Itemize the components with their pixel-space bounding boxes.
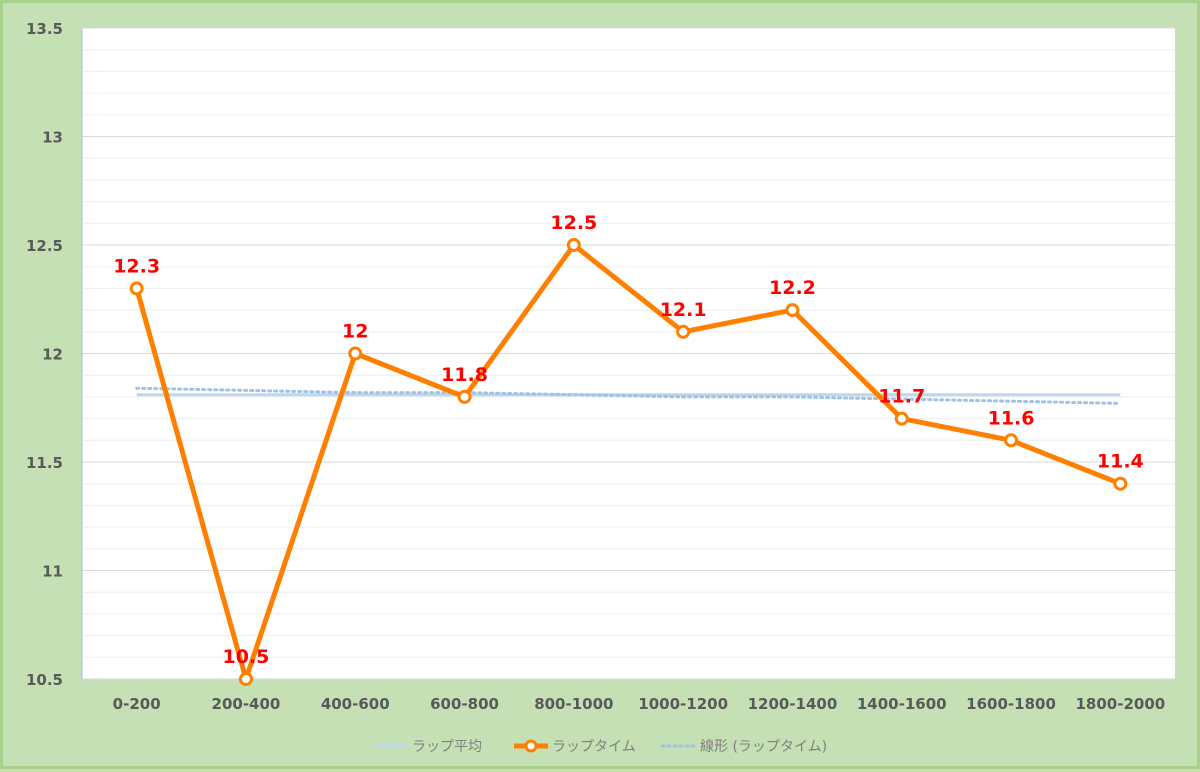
legend-marker-lap-time (524, 739, 538, 753)
y-tick-label: 11 (42, 563, 63, 581)
data-label: 12.3 (113, 255, 160, 277)
x-tick-label: 600-800 (430, 695, 499, 713)
lap-time-series-line (134, 242, 1122, 682)
lap-time-marker (785, 303, 800, 318)
legend-label-lap-time: ラップタイム (552, 739, 636, 755)
y-axis-tick-labels: 10.5 11 11.5 12 12.5 13 13.5 (26, 20, 63, 689)
data-labels: 12.3 10.5 12 11.8 12.5 12.1 12.2 11.7 11.6 11.4 (113, 212, 1144, 668)
lap-time-marker (894, 411, 909, 426)
x-tick-label: 1200-1400 (748, 695, 838, 713)
x-tick-label: 1400-1600 (857, 695, 947, 713)
x-axis-tick-labels: 0-200 200-400 400-600 600-800 800-1000 1000-1… (113, 695, 1166, 713)
lap-time-marker (238, 672, 253, 686)
lap-time-marker (1004, 433, 1019, 448)
lap-time-marker (129, 281, 144, 296)
x-tick-label: 1800-2000 (1075, 695, 1165, 713)
lap-time-marker (457, 389, 472, 404)
legend: ラップ平均 ラップタイム 線形 (ラップタイム) (376, 739, 827, 755)
legend-label-average: ラップ平均 (412, 739, 482, 755)
data-label: 12.5 (550, 212, 597, 234)
y-tick-label: 13 (42, 129, 63, 147)
legend-label-trend: 線形 (ラップタイム) (700, 739, 827, 755)
line-chart: 10.5 11 11.5 12 12.5 13 13.5 0-200 200-400 400-6… (26, 20, 1175, 755)
data-label: 11.7 (878, 386, 925, 408)
y-tick-label: 13.5 (26, 20, 63, 38)
lap-time-marker (1113, 476, 1128, 491)
series-layer (129, 238, 1128, 686)
x-tick-label: 400-600 (321, 695, 390, 713)
gridlines (82, 27, 1175, 680)
x-tick-label: 800-1000 (534, 695, 613, 713)
y-tick-label: 11.5 (26, 454, 63, 472)
data-label: 12 (342, 321, 368, 343)
x-tick-label: 0-200 (113, 695, 161, 713)
y-tick-label: 10.5 (26, 671, 63, 689)
data-label: 11.8 (441, 364, 488, 386)
data-label: 12.2 (769, 277, 816, 299)
y-tick-label: 12 (42, 346, 63, 364)
x-tick-label: 1000-1200 (638, 695, 728, 713)
x-tick-label: 200-400 (212, 695, 281, 713)
data-label: 10.5 (223, 646, 270, 668)
trend-series-line (135, 386, 1122, 405)
lap-time-marker (348, 346, 363, 361)
y-tick-label: 12.5 (26, 237, 63, 255)
data-label: 11.4 (1097, 451, 1144, 473)
data-label: 12.1 (660, 299, 707, 321)
lap-time-marker (676, 324, 691, 339)
data-label: 11.6 (988, 407, 1035, 429)
x-tick-label: 1600-1800 (966, 695, 1056, 713)
lap-time-marker (566, 238, 581, 252)
